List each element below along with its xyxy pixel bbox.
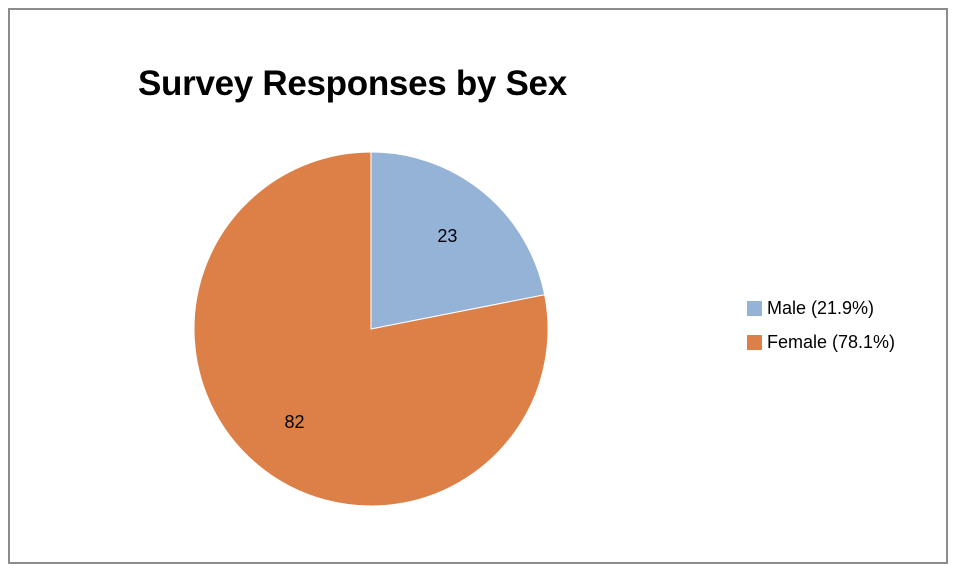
legend: Male (21.9%) Female (78.1%) [747,293,895,361]
legend-label-male: Male (21.9%) [767,297,875,318]
data-label-female: 82 [285,412,305,432]
legend-label-female: Female (78.1%) [767,331,896,352]
legend-swatch-female [747,334,762,350]
pie-slice-female [193,151,549,507]
data-label-male: 23 [437,226,457,246]
legend-item-male: Male (21.9%) [747,293,895,323]
chart-title: Survey Responses by Sex [138,64,567,103]
legend-swatch-male [747,300,762,316]
pie-slice-male [370,151,546,330]
legend-item-female: Female (78.1%) [747,327,895,357]
